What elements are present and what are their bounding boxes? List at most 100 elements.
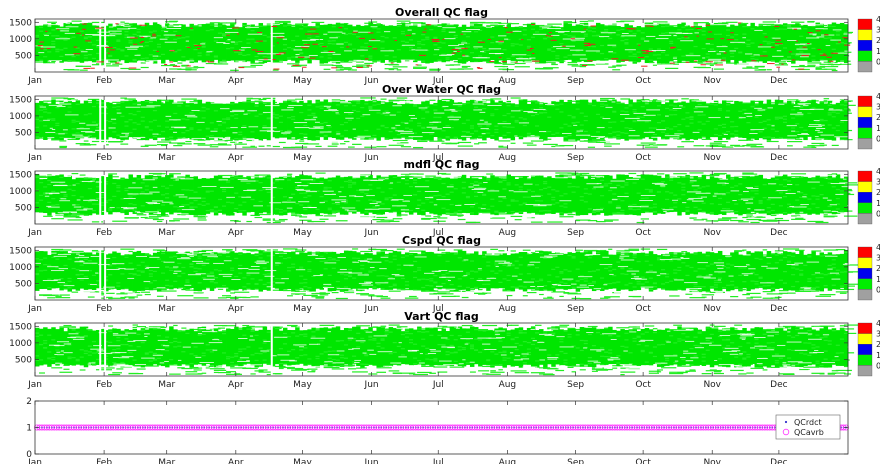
cell-streak	[429, 68, 441, 70]
data-gap	[104, 19, 107, 72]
cell-streak	[587, 141, 598, 143]
cell-streak	[673, 61, 680, 63]
cell-streak	[319, 202, 327, 204]
cell-flag4	[205, 60, 210, 62]
cell-streak	[429, 99, 436, 101]
cell-band	[624, 252, 629, 290]
cell-streak	[636, 283, 641, 285]
cell-streak	[624, 184, 630, 186]
cell-gap	[790, 113, 804, 115]
cell-gap	[660, 23, 673, 25]
cell-streak	[392, 137, 402, 139]
cell-band	[388, 252, 394, 290]
cell-band	[835, 102, 841, 138]
cell-band	[433, 26, 438, 62]
cell-gap	[51, 129, 56, 131]
cell-streak	[136, 35, 144, 37]
cell-flag4	[793, 28, 798, 30]
cell-gap	[85, 34, 101, 36]
cell-gap	[174, 100, 186, 102]
cell-streak	[689, 53, 694, 55]
cell-streak	[734, 185, 739, 187]
cell-streak	[705, 174, 720, 177]
cell-band	[693, 100, 698, 140]
cell-streak	[498, 281, 506, 283]
cell-streak	[213, 269, 222, 271]
cell-streak	[795, 212, 807, 214]
cell-band	[404, 102, 410, 140]
cell-streak	[144, 144, 157, 146]
cell-streak	[274, 220, 285, 222]
cell-band	[75, 177, 81, 213]
cell-streak	[628, 105, 635, 107]
cell-streak	[604, 145, 612, 147]
cell-flag4	[477, 41, 485, 43]
cell-band	[502, 26, 507, 64]
cell-streak	[673, 114, 678, 116]
cell-streak	[502, 179, 508, 181]
cell-streak	[83, 143, 90, 145]
cell-band	[510, 103, 516, 141]
cell-streak	[726, 192, 733, 194]
cell-band	[433, 178, 438, 215]
cell-gap	[813, 119, 820, 121]
cell-streak	[791, 21, 805, 23]
cell-gap	[45, 131, 56, 133]
cell-streak	[587, 220, 598, 222]
cell-gap	[844, 140, 856, 142]
cell-band	[677, 175, 682, 216]
cell-streak	[673, 35, 678, 37]
cell-streak	[827, 182, 836, 184]
cell-gap	[444, 38, 456, 40]
cell-streak	[449, 127, 457, 129]
cell-band	[555, 252, 560, 290]
cell-streak	[787, 141, 803, 143]
cell-streak	[632, 256, 638, 258]
x-tick-label: Sep	[567, 153, 584, 163]
cell-band	[697, 178, 703, 213]
cell-gap	[152, 186, 158, 188]
cell-band	[534, 25, 540, 61]
cell-gap	[485, 216, 493, 218]
cell-streak	[152, 249, 165, 251]
cell-band	[522, 176, 528, 212]
cell-streak	[417, 269, 423, 271]
cell-streak	[400, 146, 412, 148]
cell-streak	[287, 63, 300, 65]
cell-flag4	[305, 33, 313, 35]
cell-gap	[801, 133, 808, 134]
cell-gap	[404, 122, 409, 124]
cell-flag4	[830, 52, 838, 54]
cell-streak	[543, 288, 549, 291]
cell-streak	[376, 221, 391, 223]
cell-gap	[480, 208, 486, 210]
cell-streak	[591, 31, 597, 33]
cell-gap	[376, 201, 382, 203]
cell-streak	[579, 65, 587, 68]
cell-band	[51, 250, 56, 289]
cell-band	[335, 101, 341, 140]
cell-band	[417, 178, 422, 215]
cell-band	[234, 252, 239, 291]
cell-flag4	[197, 48, 201, 50]
cell-streak	[701, 211, 708, 213]
cell-streak	[726, 100, 734, 102]
cell-gap	[455, 204, 462, 206]
cell-gap	[815, 138, 825, 140]
cell-band	[396, 23, 402, 63]
cell-streak	[43, 269, 48, 271]
cell-streak	[543, 67, 559, 69]
cell-streak	[189, 263, 196, 265]
cell-flag4	[257, 31, 263, 33]
cell-streak	[498, 103, 507, 105]
cell-gap	[639, 200, 653, 201]
cell-gap	[693, 111, 704, 113]
cell-streak	[331, 143, 339, 145]
cell-streak	[551, 63, 558, 66]
cell-gap	[97, 31, 110, 33]
cell-gap	[673, 34, 677, 36]
cell-streak	[408, 173, 419, 175]
cell-streak	[421, 109, 429, 111]
cell-streak	[100, 63, 106, 66]
